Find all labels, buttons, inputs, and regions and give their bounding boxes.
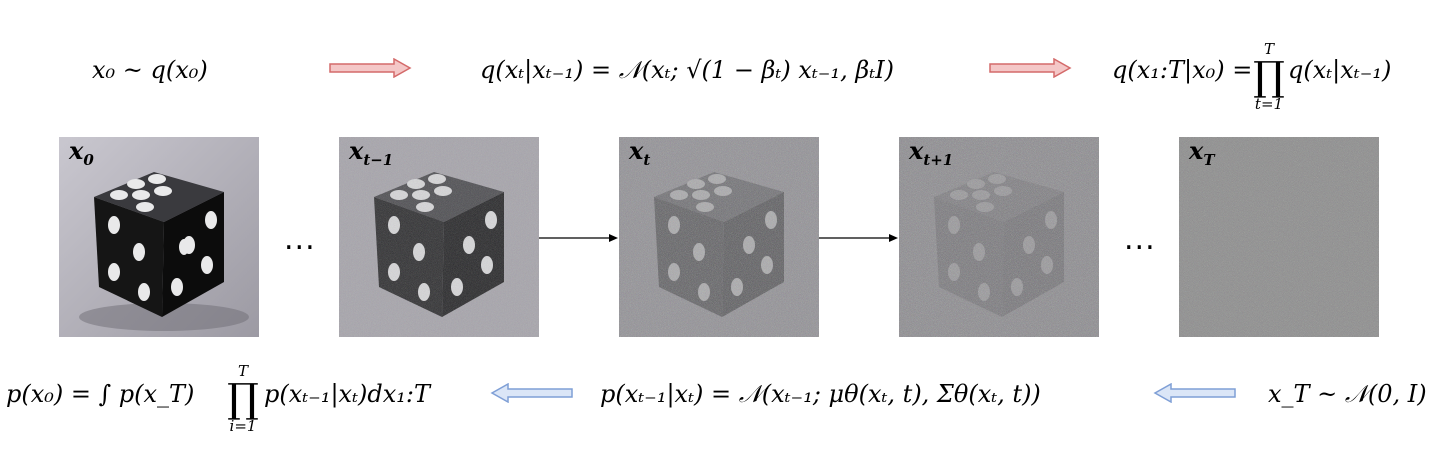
forward-product-operator: T ∏ t=1 (1250, 42, 1288, 112)
flow-arrow-2 (819, 234, 898, 242)
forward-step-equation: q(xₜ|xₜ₋₁) = 𝒩(xₜ; √(1 − βₜ) xₜ₋₁, βₜI) (480, 56, 894, 84)
panel-xt: xt (619, 137, 819, 337)
label-xt-minus-1: xt−1 (349, 137, 394, 169)
label-xT: xT (1189, 137, 1215, 169)
dice-image-heavy-noise (899, 137, 1099, 337)
forward-joint-lhs: q(x₁:T|x₀) = (1112, 56, 1253, 84)
dice-image-medium-noise (619, 137, 819, 337)
reverse-arrow-2 (1153, 383, 1236, 403)
forward-arrow-1 (329, 58, 412, 78)
reverse-step-equation: p(xₜ₋₁|xₜ) = 𝒩(xₜ₋₁; μθ(xₜ, t), Σθ(xₜ, t… (600, 380, 1041, 408)
panel-xt-minus-1: xt−1 (339, 137, 539, 337)
forward-joint-rhs: q(xₜ|xₜ₋₁) (1288, 56, 1392, 84)
label-xt: xt (629, 137, 651, 169)
forward-arrow-2 (989, 58, 1072, 78)
flow-arrow-1 (539, 234, 618, 242)
reverse-prod-upper: T (237, 362, 248, 380)
reverse-arrow-1 (490, 383, 573, 403)
product-symbol: ∏ (1253, 54, 1285, 100)
reverse-marginal-lhs: p(x₀) = ∫ p(x_T) (6, 380, 195, 408)
reverse-prod-lower: i=1 (229, 417, 257, 435)
label-xt-plus-1: xt+1 (909, 137, 954, 169)
ellipsis-left: ... (284, 222, 316, 257)
panel-xt-plus-1: xt+1 (899, 137, 1099, 337)
ellipsis-right: ... (1124, 222, 1156, 257)
panel-x0: x0 (59, 137, 259, 337)
forward-prod-upper: T (1263, 40, 1274, 58)
dice-image-slight-noise (339, 137, 539, 337)
pure-noise-image (1179, 137, 1379, 337)
forward-prod-lower: t=1 (1254, 95, 1284, 113)
panel-xT: xT (1179, 137, 1379, 337)
reverse-marginal-rhs: p(xₜ₋₁|xₜ)dx₁:T (264, 380, 430, 408)
label-x0: x0 (69, 137, 94, 169)
dice-image-clean (59, 137, 259, 337)
product-symbol-reverse: ∏ (227, 376, 259, 422)
reverse-prior-equation: x_T ~ 𝒩(0, I) (1268, 380, 1427, 408)
forward-prior-equation: x₀ ~ q(x₀) (92, 56, 208, 84)
reverse-product-operator: T ∏ i=1 (224, 364, 262, 434)
